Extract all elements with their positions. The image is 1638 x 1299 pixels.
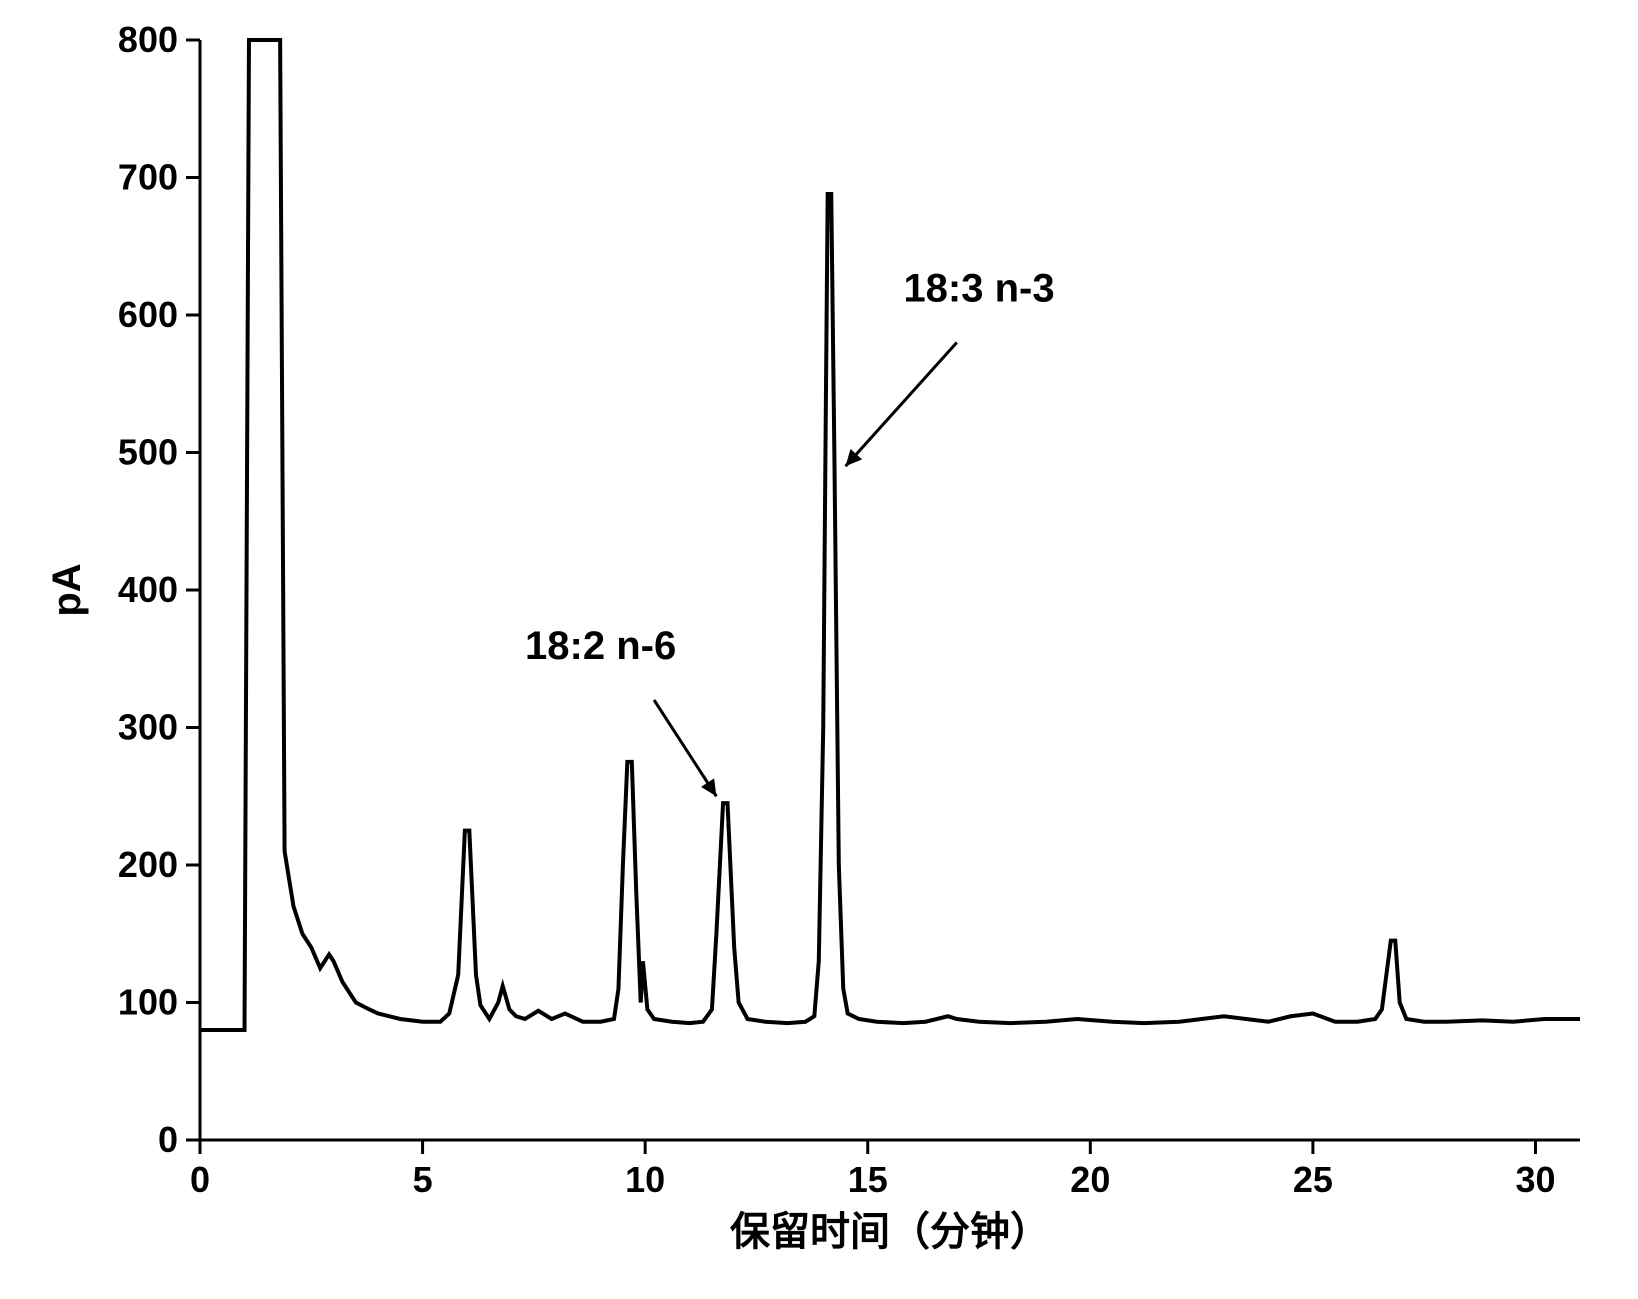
y-tick-label: 700 [118,157,178,198]
y-tick-label: 800 [118,20,178,60]
arrow-head-icon [701,778,716,796]
x-tick-label: 10 [625,1159,665,1200]
chromatogram-trace [200,40,1580,1030]
annotation-arrow [654,700,716,796]
annotation-arrow [845,343,956,467]
y-tick-label: 600 [118,294,178,335]
peak-annotation: 18:3 n-3 [903,266,1054,310]
x-tick-label: 5 [413,1159,433,1200]
y-tick-label: 200 [118,844,178,885]
y-tick-label: 0 [158,1119,178,1160]
y-axis-label: pA [45,563,89,616]
y-tick-label: 400 [118,569,178,610]
y-tick-label: 500 [118,432,178,473]
y-tick-label: 300 [118,707,178,748]
chart-svg: 0 100 200 300 400 500 600 700 800 0 5 10 15 20 25 30 保留时… [20,20,1618,1279]
chromatogram-chart: 0 100 200 300 400 500 600 700 800 0 5 10 15 20 25 30 保留时… [20,20,1618,1279]
x-tick-label: 0 [190,1159,210,1200]
y-tick-label: 100 [118,982,178,1023]
x-tick-label: 20 [1070,1159,1110,1200]
x-tick-label: 30 [1515,1159,1555,1200]
x-tick-label: 25 [1293,1159,1333,1200]
peak-annotation: 18:2 n-6 [525,624,676,668]
x-tick-label: 15 [848,1159,888,1200]
x-axis-label: 保留时间（分钟） [730,1210,1050,1254]
